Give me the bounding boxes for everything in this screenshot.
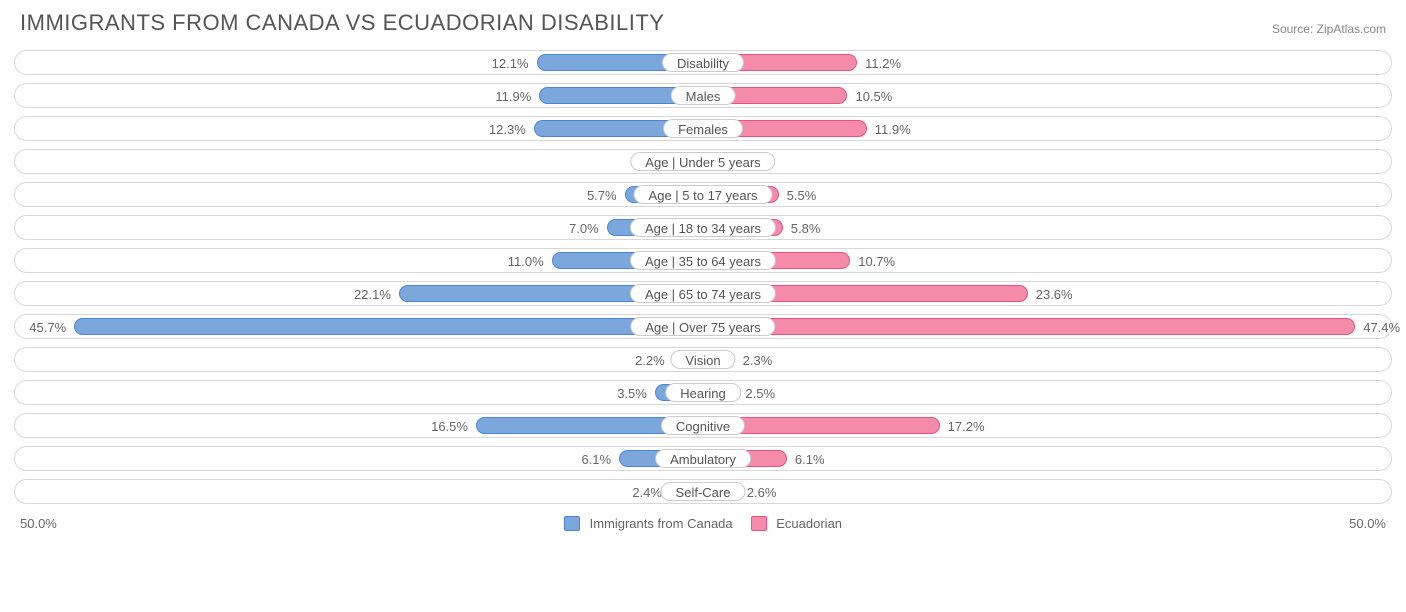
bar-row: 45.7%47.4%Age | Over 75 years: [14, 314, 1392, 339]
value-right: 2.3%: [743, 348, 773, 373]
legend-label-right: Ecuadorian: [776, 516, 842, 531]
category-pill: Age | 35 to 64 years: [630, 251, 776, 270]
value-right: 11.9%: [875, 117, 911, 142]
legend-swatch-left: [564, 516, 580, 531]
value-left: 12.1%: [492, 51, 529, 76]
chart-title: IMMIGRANTS FROM CANADA VS ECUADORIAN DIS…: [20, 10, 664, 36]
value-left: 45.7%: [29, 315, 66, 340]
value-left: 3.5%: [617, 381, 647, 406]
category-pill: Age | 5 to 17 years: [634, 185, 773, 204]
category-pill: Hearing: [665, 383, 741, 402]
bar-row: 11.9% 10.5% Males: [14, 83, 1392, 108]
value-right: 23.6%: [1036, 282, 1073, 307]
bar-right: [703, 318, 1355, 335]
category-pill: Cognitive: [661, 416, 745, 435]
value-left: 22.1%: [354, 282, 391, 307]
legend-label-left: Immigrants from Canada: [590, 516, 733, 531]
legend-item-right: Ecuadorian: [751, 516, 842, 531]
bar-row: 12.1% 11.2% Disability: [14, 50, 1392, 75]
value-left: 5.7%: [587, 183, 617, 208]
legend: Immigrants from Canada Ecuadorian: [564, 516, 842, 531]
category-pill: Age | Under 5 years: [630, 152, 775, 171]
bar-row: 16.5% 17.2% Cognitive: [14, 413, 1392, 438]
value-right: 10.7%: [858, 249, 895, 274]
value-left: 2.2%: [635, 348, 665, 373]
axis-max-left: 50.0%: [20, 516, 57, 531]
value-left: 6.1%: [581, 447, 611, 472]
legend-item-left: Immigrants from Canada: [564, 516, 733, 531]
bar-row: 5.7% 5.5% Age | 5 to 17 years: [14, 182, 1392, 207]
bar-row: 11.0% 10.7% Age | 35 to 64 years: [14, 248, 1392, 273]
value-right: 5.8%: [791, 216, 821, 241]
chart-area: 12.1% 11.2% Disability 11.9% 10.5% Males 12.3%…: [0, 44, 1406, 516]
bar-row: 3.5% 2.5%Hearing: [14, 380, 1392, 405]
value-left: 16.5%: [431, 414, 468, 439]
category-pill: Females: [663, 119, 743, 138]
category-pill: Self-Care: [661, 482, 746, 501]
value-left: 12.3%: [489, 117, 526, 142]
category-pill: Age | 65 to 74 years: [630, 284, 776, 303]
bar-row: 2.2% 2.3% Vision: [14, 347, 1392, 372]
bar-row: 7.0% 5.8% Age | 18 to 34 years: [14, 215, 1392, 240]
value-left: 2.4%: [632, 480, 662, 505]
bar-row: 6.1% 6.1% Ambulatory: [14, 446, 1392, 471]
category-pill: Age | 18 to 34 years: [630, 218, 776, 237]
category-pill: Males: [671, 86, 736, 105]
axis-max-right: 50.0%: [1349, 516, 1386, 531]
value-right: 11.2%: [865, 51, 901, 76]
source-label: Source: ZipAtlas.com: [1272, 22, 1386, 36]
bar-row: 22.1% 23.6% Age | 65 to 74 years: [14, 281, 1392, 306]
value-right: 10.5%: [855, 84, 892, 109]
header: IMMIGRANTS FROM CANADA VS ECUADORIAN DIS…: [0, 0, 1406, 44]
category-pill: Vision: [670, 350, 735, 369]
bar-row: 1.4%1.1%Age | Under 5 years: [14, 149, 1392, 174]
value-left: 11.0%: [508, 249, 544, 274]
value-right: 17.2%: [948, 414, 985, 439]
value-right: 47.4%: [1363, 315, 1400, 340]
chart-footer: 50.0% Immigrants from Canada Ecuadorian …: [0, 516, 1406, 541]
bar-row: 2.4% 2.6%Self-Care: [14, 479, 1392, 504]
value-right: 2.5%: [745, 381, 775, 406]
category-pill: Disability: [662, 53, 744, 72]
value-right: 5.5%: [787, 183, 817, 208]
value-left: 11.9%: [495, 84, 531, 109]
value-left: 7.0%: [569, 216, 599, 241]
bar-row: 12.3% 11.9% Females: [14, 116, 1392, 141]
category-pill: Ambulatory: [655, 449, 751, 468]
category-pill: Age | Over 75 years: [630, 317, 775, 336]
bar-left: [74, 318, 703, 335]
value-right: 2.6%: [747, 480, 777, 505]
value-right: 6.1%: [795, 447, 825, 472]
legend-swatch-right: [751, 516, 767, 531]
